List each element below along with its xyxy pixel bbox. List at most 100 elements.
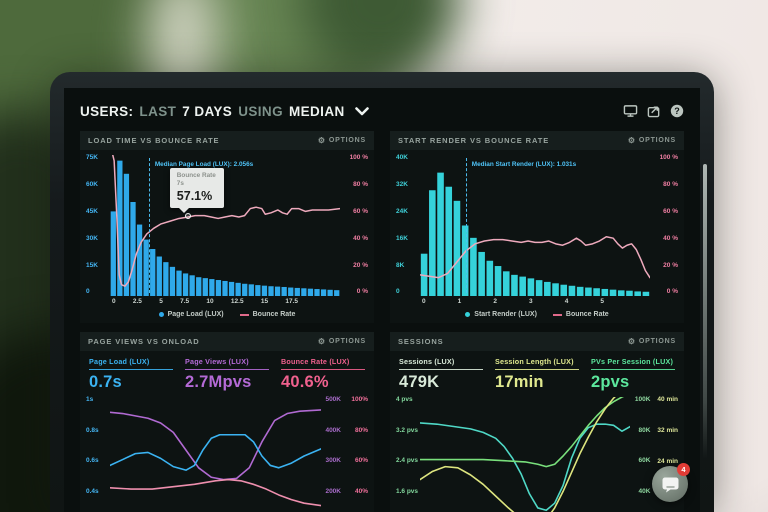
dashboard-screen: USERS: LAST 7 DAYS USING MEDIAN (64, 88, 700, 512)
tick-label: 80K (638, 426, 651, 434)
panel-header: START RENDER VS BOUNCE RATE ⚙ OPTIONS (390, 131, 684, 150)
chart-row: 1s 0.8s 0.6s 0.4s 500K 400K 300K 200K 100% 80% 6… (80, 395, 374, 512)
legend-item-start-render[interactable]: Start Render (LUX) (465, 311, 537, 318)
metrics-row: Page Load (LUX) 0.7s Page Views (LUX) 2.… (80, 351, 374, 395)
panel-header: SESSIONS ⚙ OPTIONS (390, 332, 684, 351)
panel-grid: LOAD TIME VS BOUNCE RATE ⚙ OPTIONS 75K 60… (80, 131, 684, 512)
tick-label: 40K (396, 154, 408, 161)
metric-page-views: Page Views (LUX) 2.7Mpvs (185, 357, 269, 392)
tick-label: 400K (325, 426, 341, 434)
tick-label: 8K (396, 261, 405, 269)
panel-start-render: START RENDER VS BOUNCE RATE ⚙ OPTIONS 40… (390, 131, 684, 323)
tick-label: 60% (354, 457, 368, 464)
tick-label: 20 % (353, 261, 368, 269)
display-icon[interactable] (623, 104, 638, 119)
date-range-dropdown[interactable]: USERS: LAST 7 DAYS USING MEDIAN (80, 104, 369, 119)
metric-underline (495, 369, 579, 370)
legend-item-bounce-rate[interactable]: Bounce Rate (552, 311, 609, 318)
gear-icon: ⚙ (317, 135, 326, 145)
legend-dot-icon (465, 312, 471, 317)
tick-label: 16K (396, 234, 408, 242)
legend: Page Load (LUX) Bounce Rate (80, 307, 374, 322)
tick-label: 60 % (353, 207, 368, 215)
options-label: OPTIONS (638, 338, 676, 345)
start-render-histogram[interactable]: Median Start Render (LUX): 1.031s (420, 155, 650, 296)
chart-row: 75K 60K 45K 30K 15K 0 Median Page Load (LUX):… (80, 150, 374, 296)
gear-icon: ⚙ (317, 336, 326, 346)
panel-title: LOAD TIME VS BOUNCE RATE (88, 136, 220, 145)
metric-value: MEDIAN (288, 103, 345, 119)
tick-label: 0 % (356, 288, 368, 296)
tick-label: 45K (86, 207, 98, 215)
tick-label: 5 (600, 298, 604, 305)
tick-label: 0 (86, 288, 90, 296)
panel-title: SESSIONS (398, 337, 444, 346)
y-axis-start-render: 40K 32K 24K 16K 8K 0 (396, 154, 420, 296)
page-views-line-chart[interactable] (110, 397, 321, 512)
options-label: OPTIONS (638, 137, 676, 144)
tooltip-marker (185, 212, 192, 219)
options-button[interactable]: ⚙ OPTIONS (317, 135, 366, 145)
tick-label: 17.5 (285, 298, 298, 305)
tick-label: 12.5 (230, 298, 244, 305)
tick-label: 100 % (659, 154, 678, 161)
y-axis-seconds: 1s 0.8s 0.6s 0.4s (86, 396, 110, 512)
median-annotation: Median Start Render (LUX): 1.031s (471, 160, 577, 168)
y-axis-minutes: 40 min 32 min 24 min (657, 396, 678, 512)
options-button[interactable]: ⚙ OPTIONS (627, 135, 676, 145)
export-icon[interactable] (646, 104, 661, 119)
options-button[interactable]: ⚙ OPTIONS (628, 337, 676, 346)
tick-label: 1 (457, 298, 462, 305)
users-label: USERS: (80, 103, 134, 119)
tick-label: 0 (112, 298, 116, 305)
gear-icon: ⚙ (627, 135, 636, 145)
tick-label: 80 % (663, 180, 678, 188)
tick-label: 80% (354, 426, 368, 434)
metric-pvs-per-session: PVs Per Session (LUX) 2pvs (591, 357, 675, 391)
metric-page-load: Page Load (LUX) 0.7s (89, 357, 173, 392)
tick-label: 32 min (657, 426, 678, 434)
tick-label: 60 % (663, 207, 678, 215)
y-axis-pvs: 4 pvs 3.2 pvs 2.4 pvs 1.6 pvs (396, 396, 420, 512)
chart-row: 40K 32K 24K 16K 8K 0 Median Start Render (LUX… (390, 150, 684, 296)
svg-text:?: ? (674, 106, 680, 116)
metrics-row: Sessions (LUX) 479K Session Length (LUX)… (390, 351, 684, 395)
x-axis: 0 1 2 3 4 5 (390, 296, 684, 307)
tick-label: 3 (529, 298, 533, 305)
panel-title: PAGE VIEWS VS ONLOAD (88, 337, 200, 346)
y-axis-load-time: 75K 60K 45K 30K 15K 0 (86, 154, 110, 296)
tick-label: 30K (86, 234, 98, 242)
tick-label: 0.6s (86, 457, 99, 464)
tick-label: 0.8s (86, 426, 99, 434)
tick-label: 40 min (657, 396, 678, 403)
median-line (149, 157, 151, 294)
tick-label: 75K (86, 154, 98, 161)
median-annotation: Median Page Load (LUX): 2.056s (154, 160, 254, 168)
legend-line-icon (239, 313, 249, 316)
tick-label: 100K (634, 396, 651, 403)
range-value: 7 DAYS (182, 103, 233, 119)
help-icon[interactable]: ? (669, 104, 684, 119)
tick-label: 10 (206, 298, 214, 305)
chat-button[interactable]: 4 (652, 463, 690, 502)
tick-label: 3.2 pvs (396, 426, 419, 434)
legend-item-page-load[interactable]: Page Load (LUX) (158, 311, 224, 318)
y-axis-right-group: 500K 400K 300K 200K 100% 80% 60% 40% (321, 396, 368, 512)
panel-title: START RENDER VS BOUNCE RATE (398, 136, 550, 145)
tick-label: 15K (86, 261, 98, 269)
sessions-line-chart[interactable] (420, 397, 630, 512)
tick-label: 4 pvs (396, 396, 413, 403)
options-button[interactable]: ⚙ OPTIONS (317, 336, 366, 346)
tooltip-title: Bounce Rate (176, 171, 216, 179)
chart-row: 4 pvs 3.2 pvs 2.4 pvs 1.6 pvs 100K 80K 60K 40K… (390, 395, 684, 512)
tick-label: 24 min (657, 457, 678, 465)
metric-session-length: Session Length (LUX) 17min (495, 357, 579, 392)
legend-line-icon (552, 313, 562, 316)
header-icon-group: ? (623, 104, 684, 119)
y-axis-bounce-rate: 100 % 80 % 60 % 40 % 20 % 0 % (340, 154, 368, 296)
tick-label: 4 (564, 298, 569, 305)
legend-item-bounce-rate[interactable]: Bounce Rate (239, 311, 295, 318)
tick-label: 100% (351, 396, 368, 403)
load-time-histogram[interactable]: Median Page Load (LUX): 2.056s Bounce Ra… (110, 155, 340, 296)
